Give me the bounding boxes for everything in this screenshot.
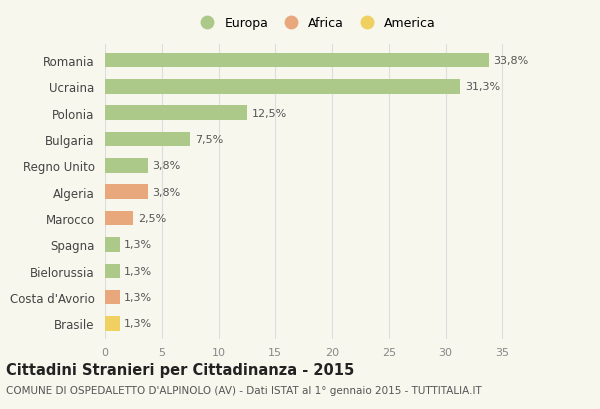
Text: 3,8%: 3,8% (152, 161, 181, 171)
Bar (105, 211, 133, 226)
Bar (105, 264, 120, 279)
Text: 3,8%: 3,8% (152, 187, 181, 197)
Text: 1,3%: 1,3% (124, 319, 152, 329)
Bar (105, 54, 488, 68)
Text: 12,5%: 12,5% (251, 108, 287, 118)
Bar (105, 290, 120, 305)
Bar (105, 133, 190, 147)
Bar (105, 106, 247, 121)
Bar (105, 317, 120, 331)
Bar (105, 185, 148, 200)
Text: 33,8%: 33,8% (493, 56, 529, 66)
Bar (105, 238, 120, 252)
Text: 1,3%: 1,3% (124, 266, 152, 276)
Text: 31,3%: 31,3% (465, 82, 500, 92)
Text: 7,5%: 7,5% (194, 135, 223, 145)
Bar (105, 80, 460, 94)
Text: 2,5%: 2,5% (138, 213, 166, 223)
Text: 1,3%: 1,3% (124, 240, 152, 250)
Text: COMUNE DI OSPEDALETTO D'ALPINOLO (AV) - Dati ISTAT al 1° gennaio 2015 - TUTTITAL: COMUNE DI OSPEDALETTO D'ALPINOLO (AV) - … (6, 385, 482, 395)
Bar (105, 159, 148, 173)
Text: 1,3%: 1,3% (124, 292, 152, 302)
Text: Cittadini Stranieri per Cittadinanza - 2015: Cittadini Stranieri per Cittadinanza - 2… (6, 362, 354, 377)
Legend: Europa, Africa, America: Europa, Africa, America (192, 15, 438, 33)
